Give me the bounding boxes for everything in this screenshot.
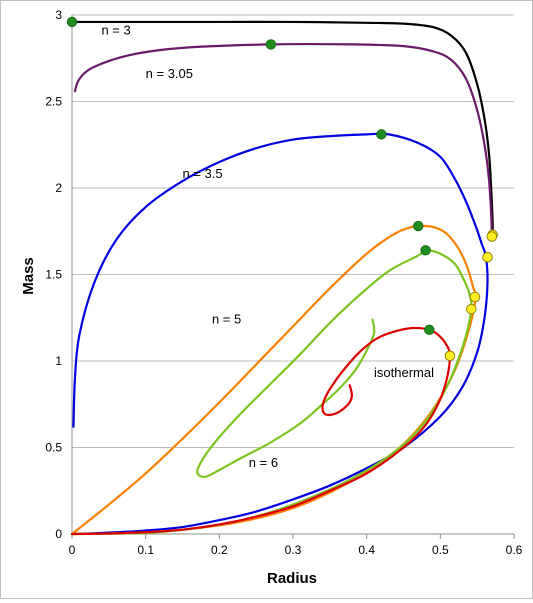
x-tick-label: 0.6 xyxy=(506,543,523,557)
yellow-marker-n-5 xyxy=(469,291,481,303)
gridlines xyxy=(72,14,514,448)
y-tick-label: 1 xyxy=(55,354,62,368)
series-curves xyxy=(70,20,494,536)
series-line-isothermal xyxy=(70,326,452,536)
axes: 0 0.5 1 1.5 2 2.5 3 0 0.1 0.2 0.3 0.4 0.5 0.6 xyxy=(45,8,522,557)
yellow-marker-n-3-05 xyxy=(486,231,498,242)
curve-label-n-3-5: n = 3.5 xyxy=(183,166,223,181)
yellow-marker-n-3-5 xyxy=(482,251,493,263)
curve-label-n-3-05: n = 3.05 xyxy=(146,66,193,81)
green-marker-n-3-5 xyxy=(376,129,387,140)
y-axis-title: Mass xyxy=(20,257,37,295)
green-marker-n-5 xyxy=(413,220,424,232)
y-tick-label: 0.5 xyxy=(45,441,62,455)
x-tick-label: 0 xyxy=(69,543,76,557)
curve-label-n-5: n = 5 xyxy=(212,311,241,326)
curve-labels: n = 3 n = 3.05 n = 3.5 n = 5 n = 6 isothermal xyxy=(101,23,434,471)
green-marker-n-6 xyxy=(420,245,431,256)
x-tick-label: 0.2 xyxy=(211,543,228,557)
x-tick-label: 0.3 xyxy=(285,543,302,557)
y-tick-label: 1.5 xyxy=(45,268,62,282)
green-marker-n-3 xyxy=(66,16,78,28)
green-marker-isothermal xyxy=(424,324,435,336)
point-markers xyxy=(66,16,498,362)
series-line-n-6 xyxy=(70,249,473,536)
yellow-marker-n-6 xyxy=(466,303,477,315)
x-tick-label: 0.5 xyxy=(432,543,449,557)
series-line-n-3-5 xyxy=(70,132,489,536)
curve-label-isothermal: isothermal xyxy=(374,365,434,380)
x-axis-title: Radius xyxy=(267,570,317,587)
y-tick-label: 3 xyxy=(55,8,62,22)
series-line-n-3-05 xyxy=(73,42,493,238)
yellow-marker-isothermal xyxy=(444,350,456,362)
green-marker-n-3-05 xyxy=(265,39,277,50)
curve-label-n-3: n = 3 xyxy=(101,23,130,38)
series-line-n-5 xyxy=(70,224,477,536)
x-tick-label: 0.1 xyxy=(137,543,154,557)
y-tick-label: 0 xyxy=(55,527,62,541)
y-tick-label: 2 xyxy=(55,181,62,195)
x-tick-label: 0.4 xyxy=(358,543,375,557)
series-line-n-3 xyxy=(70,20,494,236)
curve-label-n-6: n = 6 xyxy=(249,455,278,470)
y-tick-label: 2.5 xyxy=(45,95,62,109)
